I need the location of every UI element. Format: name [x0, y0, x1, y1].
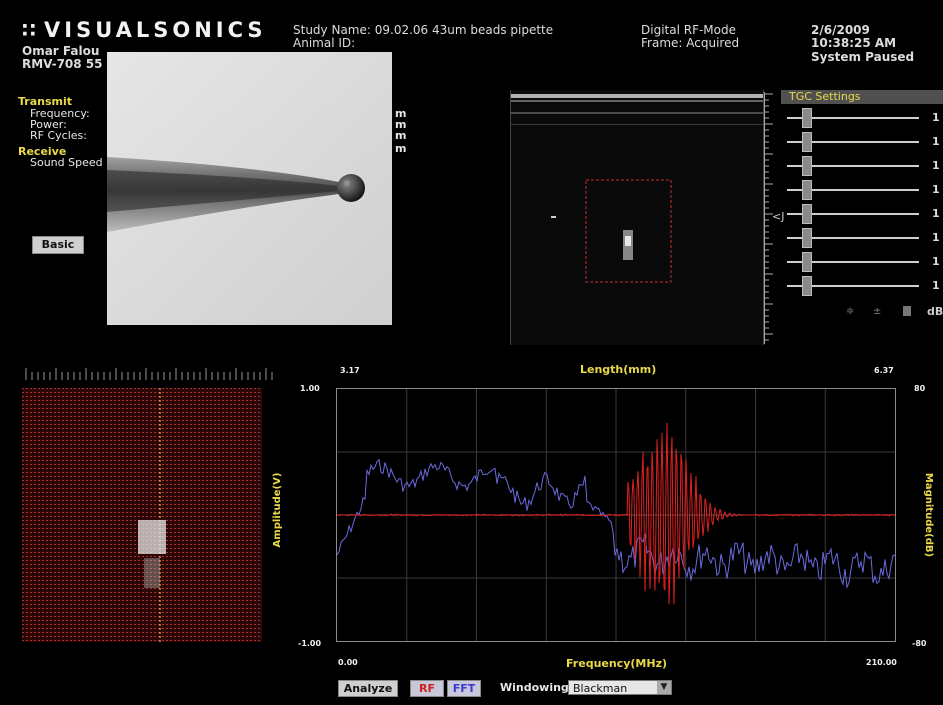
tgc-settings-title: TGC Settings: [781, 90, 943, 104]
tgc-slider-track[interactable]: [787, 261, 919, 263]
bmode-focus-marker: <J: [772, 210, 785, 223]
operator-name: Omar Falou: [22, 44, 100, 58]
rf-cycles-unit: m: [395, 129, 407, 142]
tgc-slider-knob[interactable]: [801, 108, 812, 128]
system-status: System Paused: [811, 50, 915, 64]
tgc-slider-track[interactable]: [787, 117, 919, 119]
visualsonics-logo: ∷ VISUALSONICS: [22, 18, 267, 42]
amplitude-max: 1.00: [300, 384, 320, 393]
chevron-down-icon: ▼: [657, 681, 671, 694]
amplitude-min: -1.00: [298, 639, 322, 648]
tgc-slider-value: 1: [932, 207, 940, 220]
tgc-slider-knob[interactable]: [801, 252, 812, 272]
windowing-label: Windowing: [500, 681, 569, 694]
tgc-slider-knob[interactable]: [801, 228, 812, 248]
tgc-lock-icon[interactable]: [903, 306, 911, 316]
power-unit: m: [395, 118, 407, 131]
tgc-slider-track[interactable]: [787, 237, 919, 239]
tgc-slider-knob[interactable]: [801, 180, 812, 200]
brand-name: VISUALSONICS: [44, 18, 267, 42]
bmode-image: [510, 90, 764, 345]
lateral-ruler-ticks: [25, 368, 273, 380]
tgc-slider-value: 1: [932, 135, 940, 148]
rf-toggle-button[interactable]: RF: [410, 680, 444, 697]
tgc-slider-knob[interactable]: [801, 156, 812, 176]
transmit-power-label: Power:: [30, 118, 67, 131]
tgc-slider-knob[interactable]: [801, 132, 812, 152]
tgc-mid-icon[interactable]: ±: [873, 306, 882, 317]
tgc-slider-track[interactable]: [787, 165, 919, 167]
frame-status: Frame: Acquired: [641, 36, 740, 50]
probe-model: RMV-708 55 M: [22, 57, 119, 71]
length-max: 6.37: [874, 366, 894, 375]
tgc-slider-track[interactable]: [787, 213, 919, 215]
magnitude-max: 80: [914, 384, 926, 393]
tgc-sliders: 1 1 1 1 1 1 1 1: [781, 105, 943, 305]
transmit-rf-cycles-label: RF Cycles:: [30, 129, 87, 142]
analyze-button[interactable]: Analyze: [338, 680, 398, 697]
tgc-slider-value: 1: [932, 231, 940, 244]
receive-heading: Receive: [18, 145, 67, 158]
bmode-image-canvas: [511, 94, 763, 283]
tgc-slider-knob[interactable]: [801, 276, 812, 296]
amplitude-axis-label: Amplitude(V): [272, 472, 283, 548]
animal-id-label: Animal ID:: [293, 36, 356, 50]
depth-ruler: [764, 92, 775, 344]
transmit-heading: Transmit: [18, 95, 73, 108]
mode-label: Digital RF-Mode: [641, 23, 736, 37]
fft-series-line: [336, 458, 896, 589]
rf-fft-plot: [336, 388, 896, 642]
rf-fft-plot-canvas: [336, 389, 896, 641]
tgc-slider-track[interactable]: [787, 189, 919, 191]
magnitude-axis-label: Magnitude(dB): [923, 472, 934, 558]
tgc-slider-value: 1: [932, 183, 940, 196]
frequency-min: 0.00: [338, 658, 358, 667]
time: 10:38:25 AM: [811, 36, 897, 50]
tgc-slider-knob[interactable]: [801, 204, 812, 224]
frequency-max: 210.00: [866, 658, 897, 667]
transmit-frequency-label: Frequency:: [30, 107, 90, 120]
study-name: Study Name: 09.02.06 43um beads pipette: [293, 24, 553, 37]
frequency-unit: m: [395, 107, 407, 120]
tgc-slider-value: 1: [932, 279, 940, 292]
tgc-slider-value: 1: [932, 255, 940, 268]
tgc-slider-value: 1: [932, 159, 940, 172]
logo-mark-icon: ∷: [22, 18, 36, 42]
pipette-bead-image: [107, 52, 392, 325]
study-name-value: 09.02.06 43um beads pipette: [374, 23, 554, 37]
basic-button[interactable]: Basic: [32, 236, 84, 254]
length-axis-label: Length(mm): [580, 363, 657, 376]
sound-speed-unit: m: [395, 142, 407, 155]
frequency-axis-label: Frequency(MHz): [566, 657, 667, 670]
date: 2/6/2009: [811, 23, 870, 37]
tgc-db-label: dB: [927, 305, 943, 318]
tgc-slider-value: 1: [932, 111, 940, 124]
rf-line-image: [22, 388, 262, 642]
windowing-select[interactable]: Blackman ▼: [568, 680, 672, 695]
length-min: 3.17: [340, 366, 360, 375]
windowing-value: Blackman: [573, 682, 628, 695]
tgc-slider-track[interactable]: [787, 285, 919, 287]
tgc-reset-icon[interactable]: ≑: [846, 306, 855, 317]
fft-toggle-button[interactable]: FFT: [447, 680, 481, 697]
pipette-bead-photo: [107, 52, 392, 325]
study-name-label: Study Name:: [293, 23, 371, 37]
rf-line-image-canvas: [22, 388, 262, 642]
rf-series-line: [337, 422, 896, 605]
magnitude-min: -80: [912, 639, 927, 648]
sound-speed-label: Sound Speed: [30, 156, 103, 169]
depth-ruler-ticks: [765, 93, 773, 341]
tgc-slider-track[interactable]: [787, 141, 919, 143]
lateral-ruler: [24, 366, 276, 382]
